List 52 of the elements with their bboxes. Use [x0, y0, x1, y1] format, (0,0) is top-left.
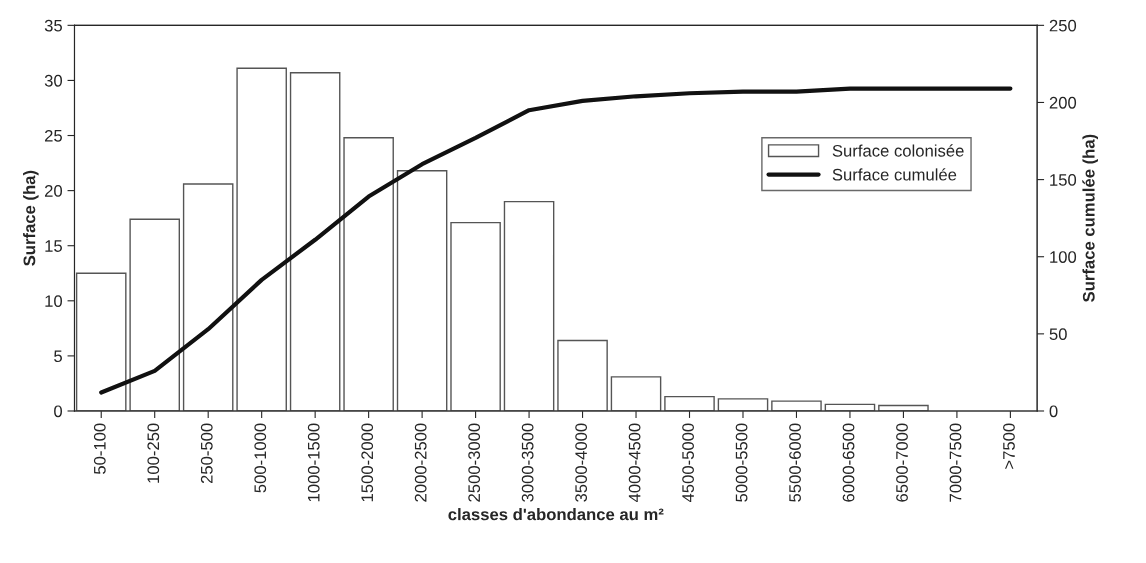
bar [771, 400, 822, 411]
bar [236, 67, 287, 411]
bar [450, 221, 501, 411]
y-tick-label: 25 [44, 129, 62, 142]
bar [717, 398, 769, 411]
x-axis-title: classes d'abondance au m² [448, 508, 664, 521]
bar [75, 272, 127, 411]
bar [182, 183, 234, 411]
y-tick-label: 15 [45, 240, 62, 252]
bar [129, 218, 181, 411]
x-tick-label: 7000-7500 [949, 423, 962, 502]
bar [343, 137, 394, 411]
bar [557, 339, 608, 411]
y2-axis-title: Surface cumulée (ha) [1082, 134, 1098, 302]
x-tick-label: 3500-4000 [575, 423, 588, 502]
line-series [99, 86, 1013, 395]
y-tick-label: 20 [44, 185, 63, 197]
legend-label: Surface cumulée [832, 168, 957, 181]
x-tick-label: 6000-6500 [842, 423, 855, 502]
x-tick-label: 500-1000 [254, 423, 267, 493]
y-tick-label: 30 [44, 74, 63, 87]
x-tick-label: 2500-3000 [468, 423, 481, 502]
y-axis-title: Surface (ha) [23, 170, 39, 266]
x-tick-label: 100-250 [147, 423, 160, 483]
x-tick-label: 4500-5000 [682, 423, 694, 503]
bar [503, 200, 555, 411]
x-tick-label: >7500 [1003, 423, 1015, 469]
y-tick-label: 35 [44, 19, 62, 32]
bar [396, 170, 448, 411]
bar [289, 72, 341, 411]
x-tick-label: 4000-4500 [628, 423, 641, 503]
bar [610, 376, 662, 411]
bar [664, 395, 715, 411]
x-tick-label: 250-500 [200, 423, 213, 484]
y-tick-label: 0 [54, 405, 63, 418]
y-tick-label: 10 [45, 295, 63, 308]
x-tick-label: 6500-7000 [896, 423, 908, 502]
y2-tick-label: 0 [1049, 405, 1058, 418]
x-tick-label: 2000-2500 [414, 423, 427, 502]
x-tick-label: 1000-1500 [307, 423, 320, 502]
y2-tick-label: 150 [1050, 174, 1077, 186]
x-tick-label: 3000-3500 [521, 423, 534, 502]
y2-tick-label: 50 [1049, 328, 1067, 341]
x-tick-label: 5500-6000 [789, 423, 801, 502]
y2-tick-label: 250 [1049, 19, 1077, 32]
y-tick-label: 5 [54, 350, 62, 363]
x-tick-label: 5000-5500 [735, 423, 748, 502]
y2-tick-label: 100 [1050, 251, 1077, 263]
x-tick-label: 50-100 [93, 423, 106, 475]
x-tick-label: 1500-2000 [361, 423, 374, 502]
legend-label: Surface colonisée [832, 144, 964, 157]
y2-tick-label: 200 [1049, 96, 1077, 109]
